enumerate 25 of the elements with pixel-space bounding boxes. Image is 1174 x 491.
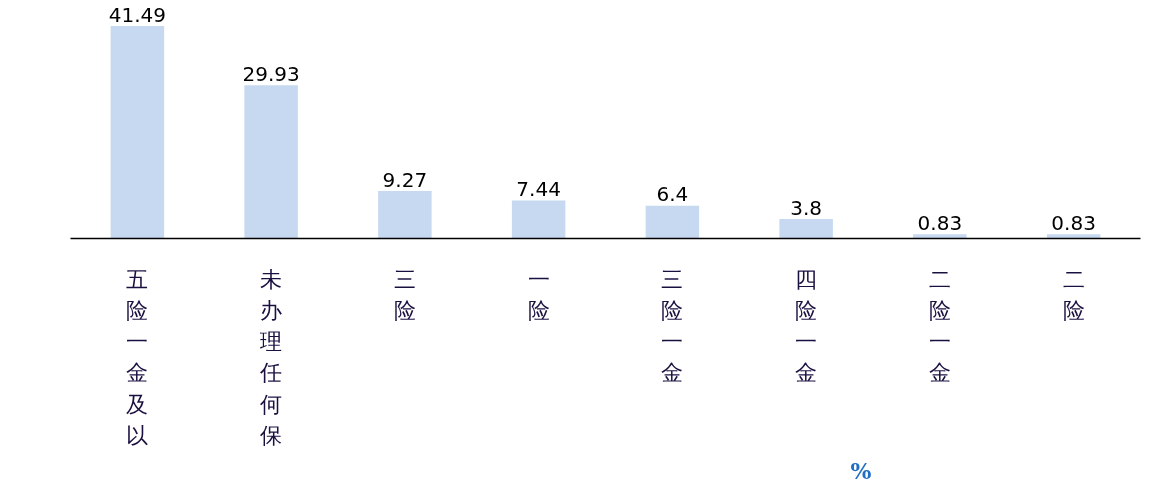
x-tick-label: 三险	[393, 266, 416, 323]
text: %	[850, 457, 872, 484]
data-label: 29.93	[242, 61, 300, 86]
bar	[244, 85, 298, 239]
data-label: 41.49	[108, 2, 167, 27]
data-label: 6.4	[656, 182, 689, 207]
x-tick-label: 四险一金	[795, 266, 818, 386]
bar	[511, 200, 566, 239]
x-tick-label: 二险一金	[928, 266, 951, 386]
bar	[110, 26, 165, 239]
bar	[913, 234, 967, 239]
x-tick-label: 一险	[527, 266, 550, 323]
data-label: 3.8	[790, 195, 823, 220]
data-label: 9.27	[382, 167, 428, 192]
bar	[779, 219, 833, 239]
bar	[378, 191, 432, 239]
x-tick-label: 五险一金及以	[126, 266, 149, 448]
bar	[1046, 234, 1101, 239]
data-label: 0.83	[1051, 211, 1096, 235]
x-tick-label: 二险	[1062, 266, 1085, 323]
data-label: 7.44	[516, 177, 561, 202]
data-label: 0.83	[917, 211, 963, 235]
bar	[645, 205, 700, 239]
x-tick-label: 未办理任何保	[259, 266, 283, 448]
x-tick-label: 三险一金	[661, 266, 684, 386]
